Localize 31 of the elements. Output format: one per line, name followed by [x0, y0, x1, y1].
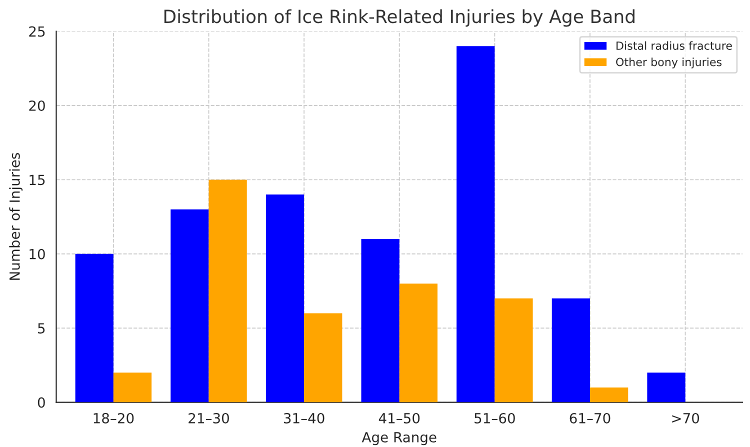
- bar: [456, 46, 495, 402]
- x-tick-label: 31–40: [284, 412, 324, 424]
- bar: [266, 194, 304, 402]
- bar: [75, 254, 114, 402]
- y-axis-title: Number of Injuries: [9, 153, 23, 280]
- y-tick-label: 15: [30, 174, 45, 186]
- bar: [647, 372, 686, 402]
- y-tick-label: 10: [30, 248, 45, 260]
- x-tick-label: 61–70: [570, 412, 610, 424]
- bar: [494, 298, 533, 402]
- x-tick-label: 21–30: [188, 412, 229, 424]
- bar: [208, 180, 247, 402]
- bar: [590, 387, 628, 402]
- bar: [552, 298, 590, 402]
- x-tick-label: >70: [672, 412, 700, 424]
- bar: [113, 372, 152, 402]
- y-tick-label: 0: [38, 397, 45, 408]
- y-tick-label: 25: [29, 26, 45, 37]
- x-tick-label: 41–50: [378, 412, 420, 424]
- bar: [361, 239, 400, 402]
- chart-title: Distribution of Ice Rink-Related Injuries by Age Band: [164, 9, 634, 27]
- legend-label: Other bony injuries: [616, 58, 722, 68]
- x-tick-label: 51–60: [474, 412, 515, 424]
- x-axis-title: Age Range: [362, 432, 436, 446]
- y-tick-label: 20: [29, 100, 45, 111]
- y-tick-label: 5: [38, 323, 45, 334]
- bar: [304, 313, 342, 402]
- legend-label: Distal radius fracture: [616, 41, 732, 50]
- x-tick-label: 18–20: [94, 412, 134, 424]
- bar: [170, 209, 209, 402]
- bar: [399, 284, 438, 402]
